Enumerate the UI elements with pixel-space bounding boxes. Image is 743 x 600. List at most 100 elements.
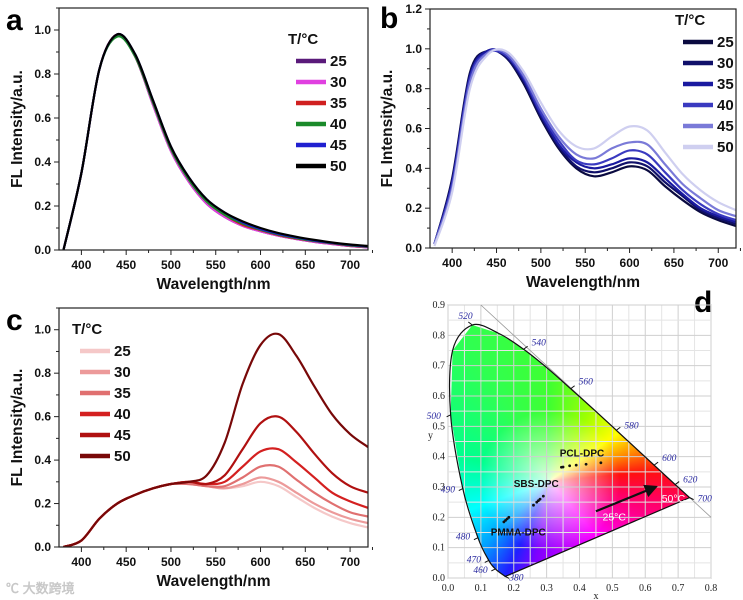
y-tick-label: 0.6	[433, 391, 446, 402]
wavelength-tick	[653, 461, 659, 466]
series-group	[433, 48, 736, 247]
wavelength-label-460: 460	[473, 566, 488, 576]
x-axis-label: x	[593, 591, 598, 600]
wavelength-tick	[505, 576, 510, 579]
wavelength-tick	[570, 385, 575, 390]
wavelength-label-490: 490	[441, 486, 456, 496]
x-tick-label: 550	[206, 258, 226, 272]
series-label-PCL-DPC: PCL-DPC	[560, 449, 604, 460]
x-tick-label: 600	[251, 555, 271, 569]
x-axis-label: Wavelength/nm	[157, 276, 271, 293]
wavelength-label-520: 520	[458, 312, 473, 322]
plot-frame	[58, 307, 369, 548]
data-point-PCL-DPC	[568, 464, 572, 468]
legend-title: T/°C	[288, 31, 318, 48]
watermark-logo-icon: ℃	[6, 581, 23, 596]
legend-label-40: 40	[717, 97, 734, 114]
wavelength-label-560: 560	[579, 378, 594, 388]
wavelength-tick	[689, 497, 694, 501]
legend-label-30: 30	[114, 364, 131, 381]
x-tick-label: 700	[340, 258, 360, 272]
panel-c: c 400 450 500 550 600 650 700 0.0 0.2 0.4 0.6 0.8 1.0…	[6, 304, 373, 590]
y-tick-label: 0.2	[433, 512, 446, 523]
y-tick-label: 0.0	[34, 540, 51, 554]
y-tick-label: 0.0	[405, 241, 422, 255]
panel-label: d	[694, 286, 712, 319]
y-tick-label: 1.0	[34, 23, 51, 37]
series-group	[62, 32, 368, 250]
wavelength-label-600: 600	[662, 454, 677, 464]
y-tick-label: 1.0	[34, 323, 51, 337]
x-tick-label: 0.6	[639, 583, 652, 594]
y-tick-label: 1.0	[405, 42, 422, 56]
legend-label-35: 35	[114, 385, 131, 402]
wavelength-label-480: 480	[456, 533, 471, 543]
x-tick-label: 0.0	[442, 583, 455, 594]
plot-frame	[58, 7, 369, 251]
legend-label-30: 30	[330, 74, 347, 91]
series-group	[63, 332, 368, 547]
legend-label-30: 30	[717, 55, 734, 72]
x-tick-label: 450	[487, 256, 507, 270]
watermark: ℃ 大数跨境	[6, 578, 75, 597]
wavelength-tick	[446, 414, 451, 418]
y-tick-label: 0.9	[433, 300, 446, 311]
y-tick-label: 0.6	[405, 122, 422, 136]
temperature-arrow	[595, 484, 658, 513]
x-tick-label: 0.1	[475, 583, 488, 594]
x-tick-label: 650	[295, 555, 315, 569]
x-tick-label: 600	[251, 258, 271, 272]
series-line-50	[433, 48, 736, 247]
data-point-PCL-DPC	[574, 463, 578, 467]
wavelength-label-540: 540	[532, 338, 547, 348]
wavelength-tick	[458, 488, 464, 491]
x-tick-label: 0.4	[573, 583, 586, 594]
x-axis-label: Wavelength/nm	[157, 573, 271, 590]
x-tick-label: 650	[295, 258, 315, 272]
series-line-25	[62, 33, 368, 250]
series-line-50	[63, 332, 368, 547]
legend: T/°C 25 30 35 40 45 50	[288, 31, 347, 175]
wavelength-tick	[616, 426, 621, 431]
legend-title: T/°C	[675, 12, 705, 29]
y-axis-label: FL Intensity/a.u.	[9, 369, 26, 487]
panel-label: a	[6, 4, 23, 37]
y-tick-label: 0.7	[433, 361, 446, 372]
y-tick-label: 0.0	[433, 573, 446, 584]
legend-label-35: 35	[717, 76, 734, 93]
legend-label-40: 40	[114, 406, 131, 423]
x-tick-label: 650	[664, 256, 684, 270]
x-tick-label: 0.7	[672, 583, 685, 594]
series-line-35	[62, 33, 368, 250]
annotation-label: 25°C	[603, 511, 627, 523]
x-tick-label: 0.2	[508, 583, 521, 594]
legend-label-45: 45	[717, 118, 734, 135]
y-tick-label: 0.3	[433, 482, 446, 493]
legend-label-25: 25	[114, 343, 131, 360]
series-line-45	[433, 48, 736, 245]
wavelength-tick	[523, 345, 528, 350]
wavelength-label-470: 470	[467, 555, 482, 565]
legend: T/°C 25 30 35 40 45 50	[675, 12, 734, 156]
series-line-45	[62, 32, 368, 250]
legend-label-35: 35	[330, 95, 347, 112]
series-line-35	[63, 464, 368, 547]
series-line-35	[433, 48, 736, 245]
x-tick-label: 700	[708, 256, 728, 270]
series-line-40	[433, 49, 736, 245]
data-point-PCL-DPC	[584, 462, 588, 466]
spectral-locus	[448, 323, 691, 578]
wavelength-tick	[674, 481, 680, 485]
y-tick-label: 0.2	[34, 199, 51, 213]
y-axis-label: FL Intensity/a.u.	[379, 70, 396, 188]
y-tick-label: 0.8	[34, 366, 51, 380]
wavelength-tick	[491, 568, 496, 572]
wavelength-label-700: 700	[698, 495, 713, 505]
y-tick-label: 1.2	[405, 2, 422, 16]
y-tick-label: 0.5	[433, 421, 446, 432]
data-point-SBS-DPC	[538, 497, 542, 501]
data-point-SBS-DPC	[541, 494, 545, 498]
panel-a: a 400 450 500 550 600 650 700 0.0 0.2 0.4 0.6 0.8 1.0…	[6, 4, 373, 293]
x-tick-label: 700	[340, 555, 360, 569]
y-tick-label: 0.0	[34, 243, 51, 257]
